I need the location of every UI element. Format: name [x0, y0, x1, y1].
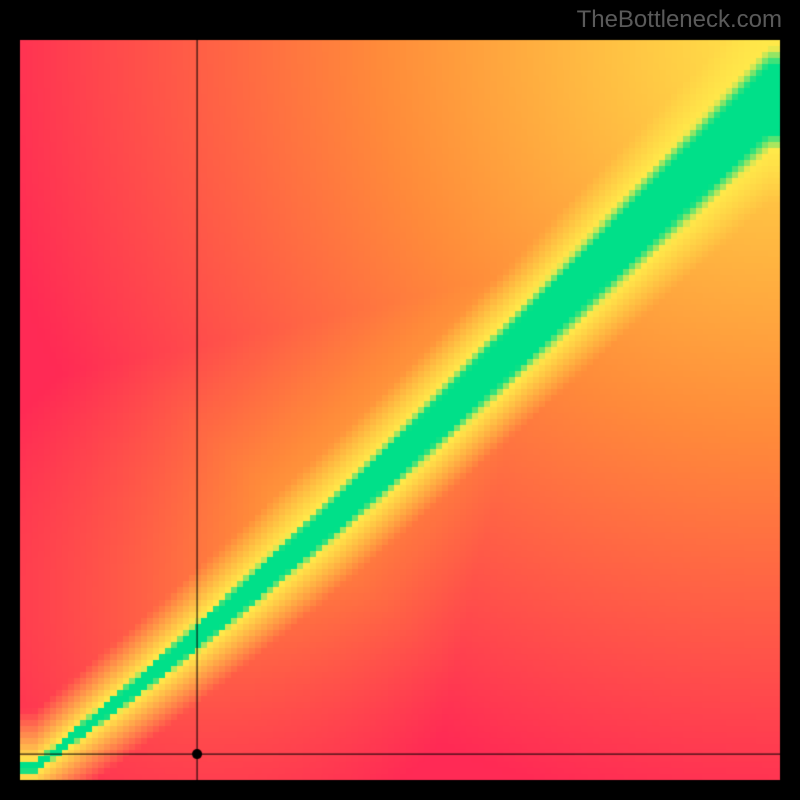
watermark-text: TheBottleneck.com — [577, 6, 782, 34]
chart-container: TheBottleneck.com — [0, 0, 800, 800]
bottleneck-heatmap — [0, 0, 800, 800]
